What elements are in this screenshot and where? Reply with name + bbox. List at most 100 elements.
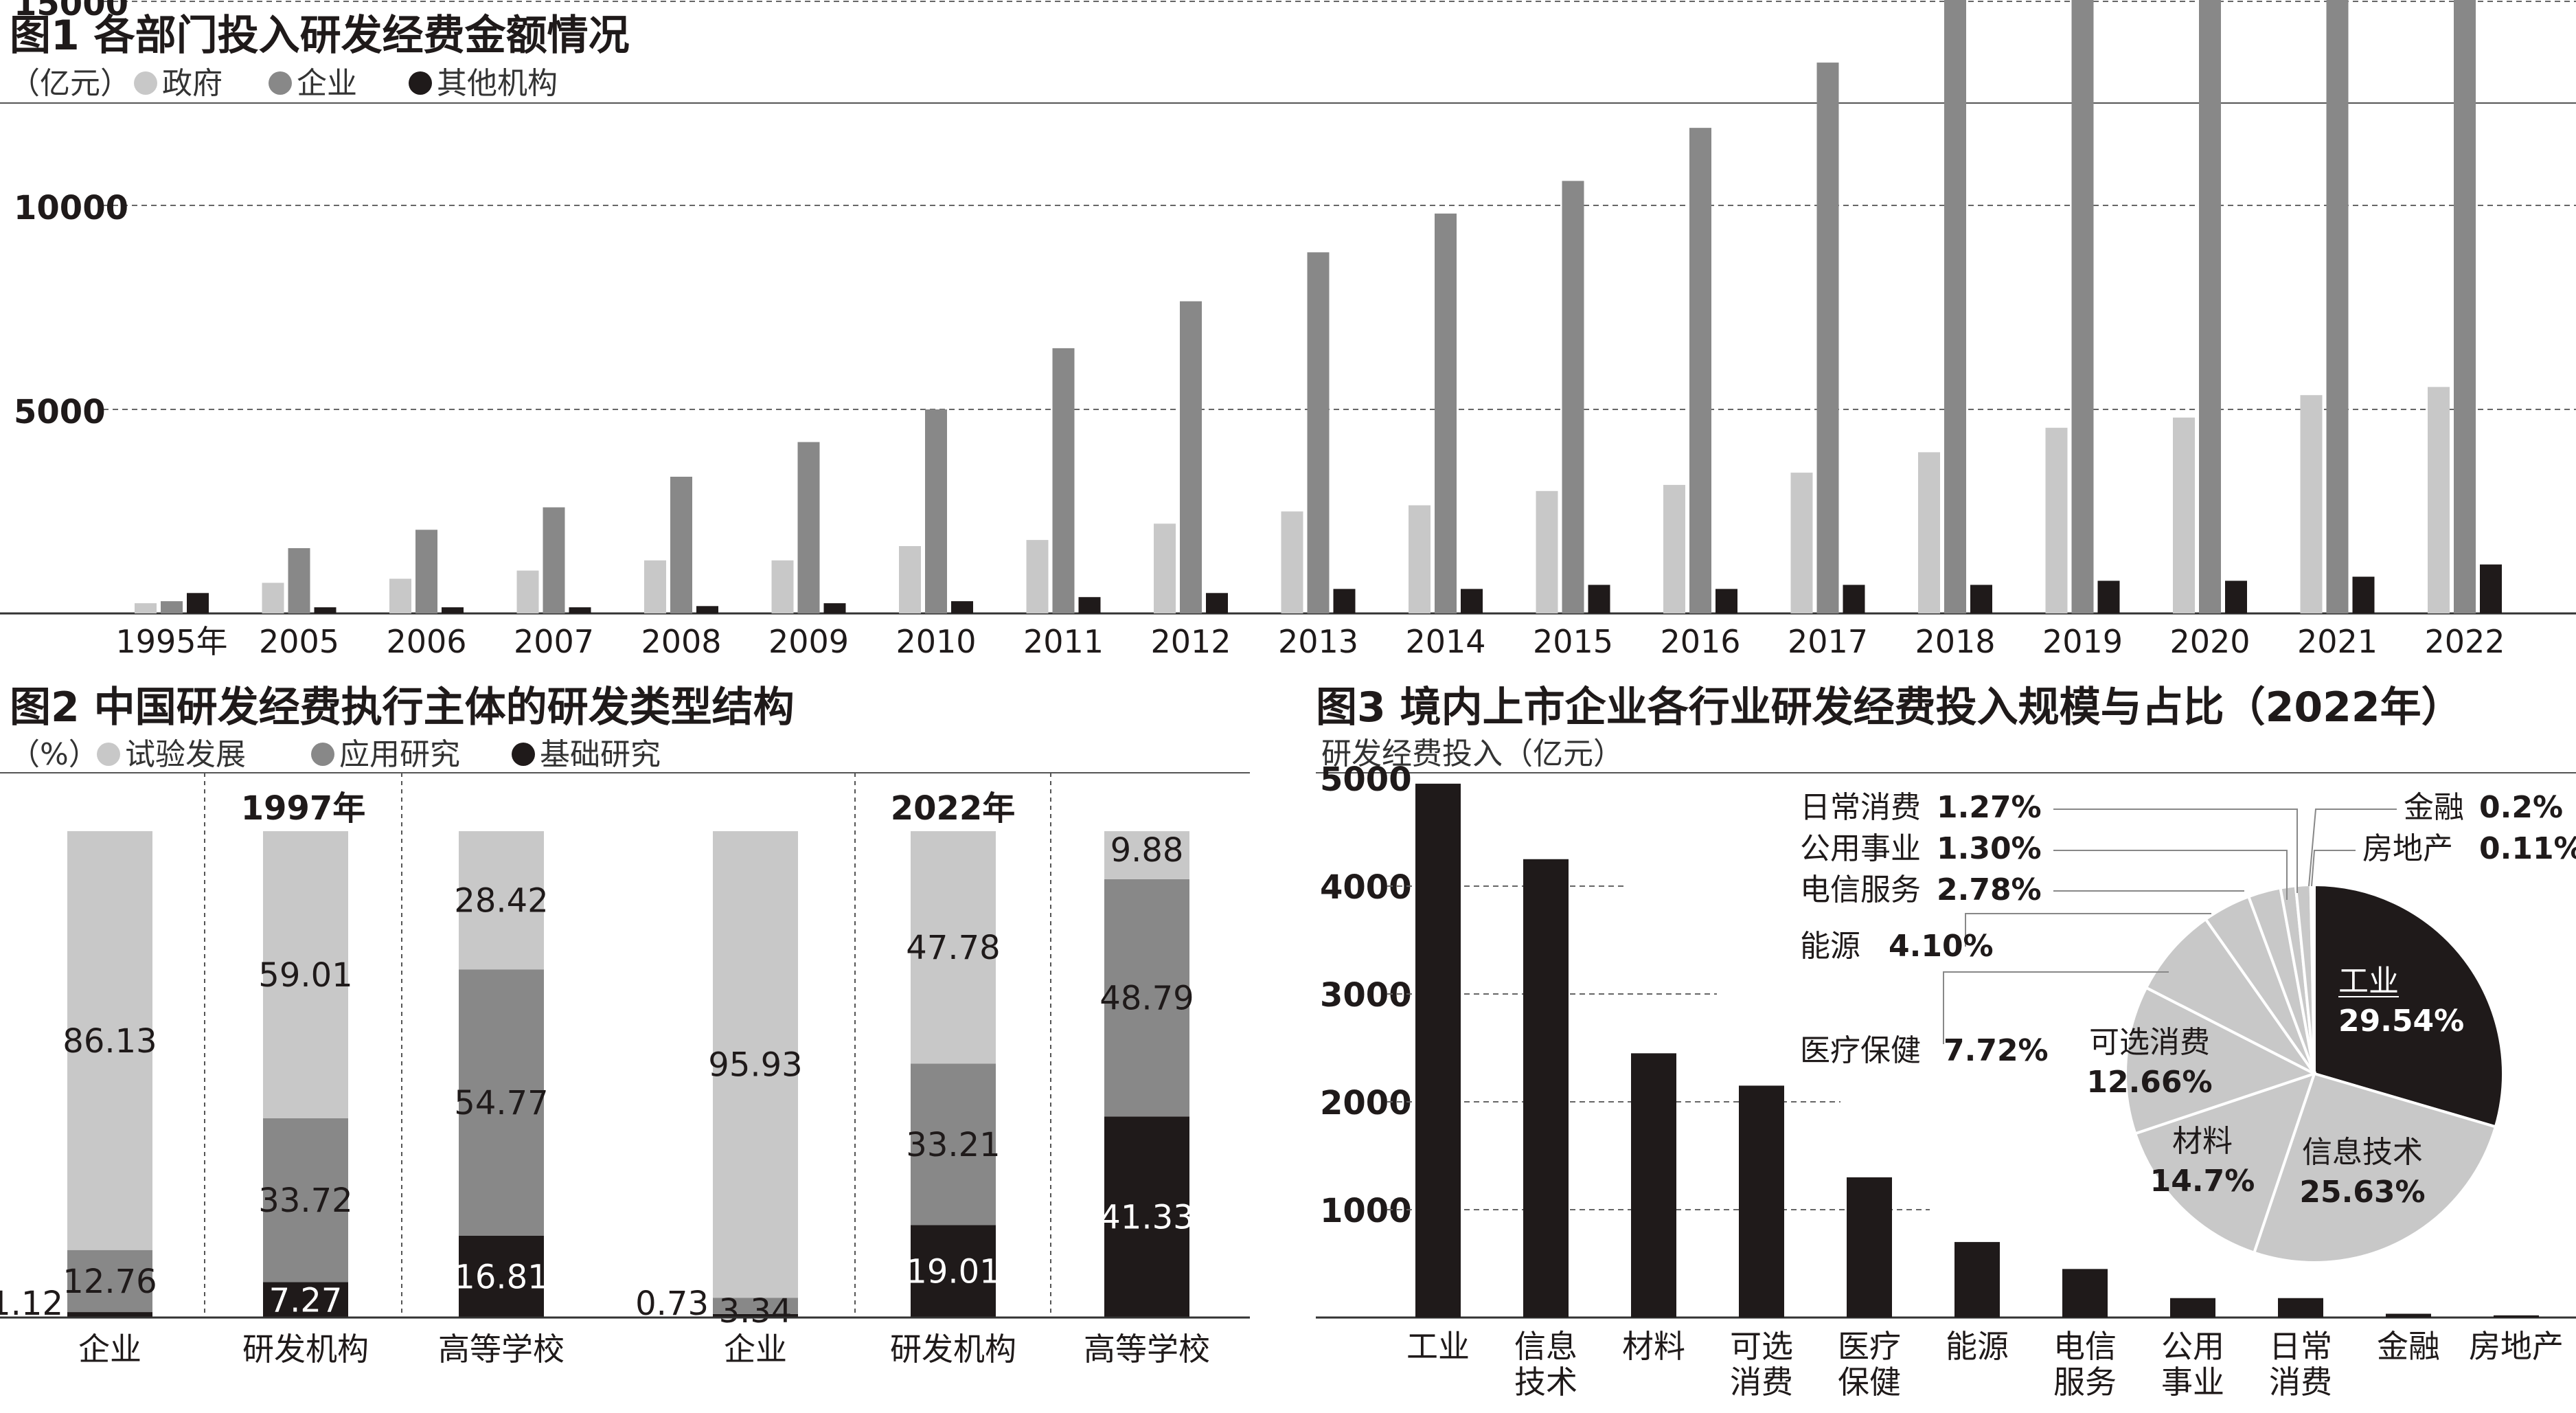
fig2-unit: （%） [10, 737, 99, 772]
fig1-xtick: 1995年 [115, 623, 227, 660]
fig1-bar-other [1588, 585, 1610, 613]
pie-outside-value: 2.78% [1937, 872, 2042, 907]
pie-outside-name: 能源 [1800, 929, 1860, 964]
fig2-xtick: 研发机构 [890, 1331, 1016, 1368]
fig2-seg-applied [459, 969, 544, 1236]
fig1-bar-other [314, 607, 337, 613]
fig1-bar-ent [1307, 252, 1330, 613]
fig1-bar-other [2352, 576, 2375, 613]
pie-outside-name: 医疗保健 [1800, 1033, 1921, 1068]
fig3-xtick: 事业 [2161, 1364, 2224, 1401]
fig2-seg-basic [713, 1313, 798, 1318]
legend-gov-label: 政府 [162, 66, 223, 101]
fig1-bar-gov [1281, 511, 1303, 613]
fig1-xtick: 2019 [2042, 623, 2123, 660]
fig1-bar-gov [2045, 427, 2068, 613]
fig1-xtick: 2020 [2169, 623, 2250, 660]
fig1-bar-ent [1689, 128, 1711, 613]
pie-outside-name: 房地产 [2362, 831, 2453, 866]
fig1-bar-other [1078, 597, 1101, 613]
fig2-year-label: 2022年 [891, 789, 1016, 828]
fig1-bar-other [1461, 589, 1483, 613]
fig2-xtick: 高等学校 [1084, 1331, 1210, 1368]
fig3-bar [2278, 1298, 2323, 1318]
fig1-ytick: 15000 [14, 0, 128, 23]
fig1-xtick: 2013 [1278, 623, 1358, 660]
fig1-bar-gov [1154, 523, 1176, 613]
fig3-bar [1847, 1177, 1892, 1318]
fig3-bar [1523, 859, 1569, 1318]
pie-inside-value: 12.66% [2086, 1065, 2212, 1100]
fig1-xtick: 2008 [641, 623, 721, 660]
fig1-xtick: 2007 [514, 623, 594, 660]
pie-slice [2133, 1071, 2317, 1255]
fig1-bar-ent [925, 409, 947, 613]
pie-leader-line [1943, 971, 2169, 1044]
fig1-bar-ent [797, 442, 820, 613]
figure-1: 图1 各部门投入研发经费金额情况 （亿元） 政府 企业 其他机构 2500020… [0, 0, 2576, 660]
pie-inside-name: 信息技术 [2302, 1135, 2423, 1170]
fig3-xtick: 服务 [2053, 1364, 2117, 1401]
fig2-seg-dev [263, 831, 348, 1118]
fig2-seg-dev [67, 830, 152, 1250]
fig2-value-label: 16.81 [454, 1258, 548, 1296]
fig2-seg-applied [713, 1298, 798, 1314]
fig1-xtick: 2015 [1533, 623, 1613, 660]
fig3-xtick: 材料 [1622, 1328, 1685, 1365]
fig1-bar-gov [516, 570, 539, 613]
legend-other-swatch [409, 71, 432, 95]
fig3-xtick: 保健 [1838, 1364, 1901, 1401]
fig1-xtick: 2010 [896, 623, 976, 660]
fig3-ytick: 2000 [1320, 1084, 1412, 1122]
fig1-xtick: 2017 [1788, 623, 1868, 660]
fig1-bar-gov [2428, 387, 2450, 613]
fig2-value-label: 95.93 [708, 1046, 802, 1085]
pie-inside-name: 工业 [2338, 964, 2399, 999]
fig2-value-label: 19.01 [906, 1253, 1000, 1291]
fig1-bar-gov [2173, 417, 2195, 613]
legend-applied-swatch [311, 743, 334, 766]
fig2-seg-applied [67, 1250, 152, 1313]
fig3-bar [1415, 783, 1461, 1318]
fig3-bar [2386, 1313, 2431, 1318]
fig1-bar-gov [1663, 484, 1685, 613]
fig2-xtick: 企业 [78, 1331, 141, 1368]
fig3-bar [2062, 1269, 2108, 1318]
fig1-xtick: 2012 [1150, 623, 1231, 660]
fig3-title: 图3 境内上市企业各行业研发经费投入规模与占比（2022年） [1316, 683, 2463, 732]
fig3-xtick: 消费 [2269, 1364, 2332, 1401]
fig2-value-label: 12.76 [62, 1263, 157, 1301]
fig1-bar-other [1843, 585, 1865, 613]
fig2-value-label: 59.01 [258, 956, 352, 995]
fig1-title: 图1 各部门投入研发经费金额情况 [10, 12, 630, 60]
fig3-xtick: 可选 [1730, 1328, 1793, 1365]
fig3-xtick: 工业 [1406, 1328, 1470, 1365]
pie-outside-name: 金融 [2404, 790, 2464, 825]
fig2-value-label: 33.21 [906, 1126, 1000, 1164]
pie-leader-line [2053, 809, 2298, 893]
fig1-bar-other [2097, 580, 2120, 613]
fig3-ytick: 5000 [1320, 760, 1412, 799]
legend-dev-label: 试验发展 [125, 737, 246, 772]
fig2-seg-applied [1104, 879, 1189, 1117]
fig1-bar-gov [135, 603, 157, 613]
fig3-bar [1739, 1085, 1784, 1318]
pie-leader-line [2308, 809, 2397, 887]
fig2-seg-dev [713, 831, 798, 1298]
fig3-xtick: 能源 [1946, 1328, 2009, 1365]
fig2-value-label: 3.34 [719, 1292, 793, 1331]
pie-outside-value: 7.72% [1944, 1033, 2049, 1068]
fig1-bar-gov [1790, 473, 1813, 613]
fig2-seg-basic [67, 1312, 152, 1318]
legend-other-label: 其他机构 [437, 66, 558, 101]
fig1-bar-ent [288, 547, 310, 613]
fig3-xtick: 技术 [1514, 1364, 1577, 1401]
fig1-xtick: 2014 [1405, 623, 1485, 660]
fig2-seg-applied [263, 1118, 348, 1282]
fig1-bar-gov [2300, 395, 2323, 613]
fig1-ytick: 10000 [14, 189, 128, 227]
pie-slice [2313, 883, 2505, 1129]
fig2-year-label: 1997年 [241, 789, 366, 828]
fig1-bar-gov [771, 560, 794, 613]
